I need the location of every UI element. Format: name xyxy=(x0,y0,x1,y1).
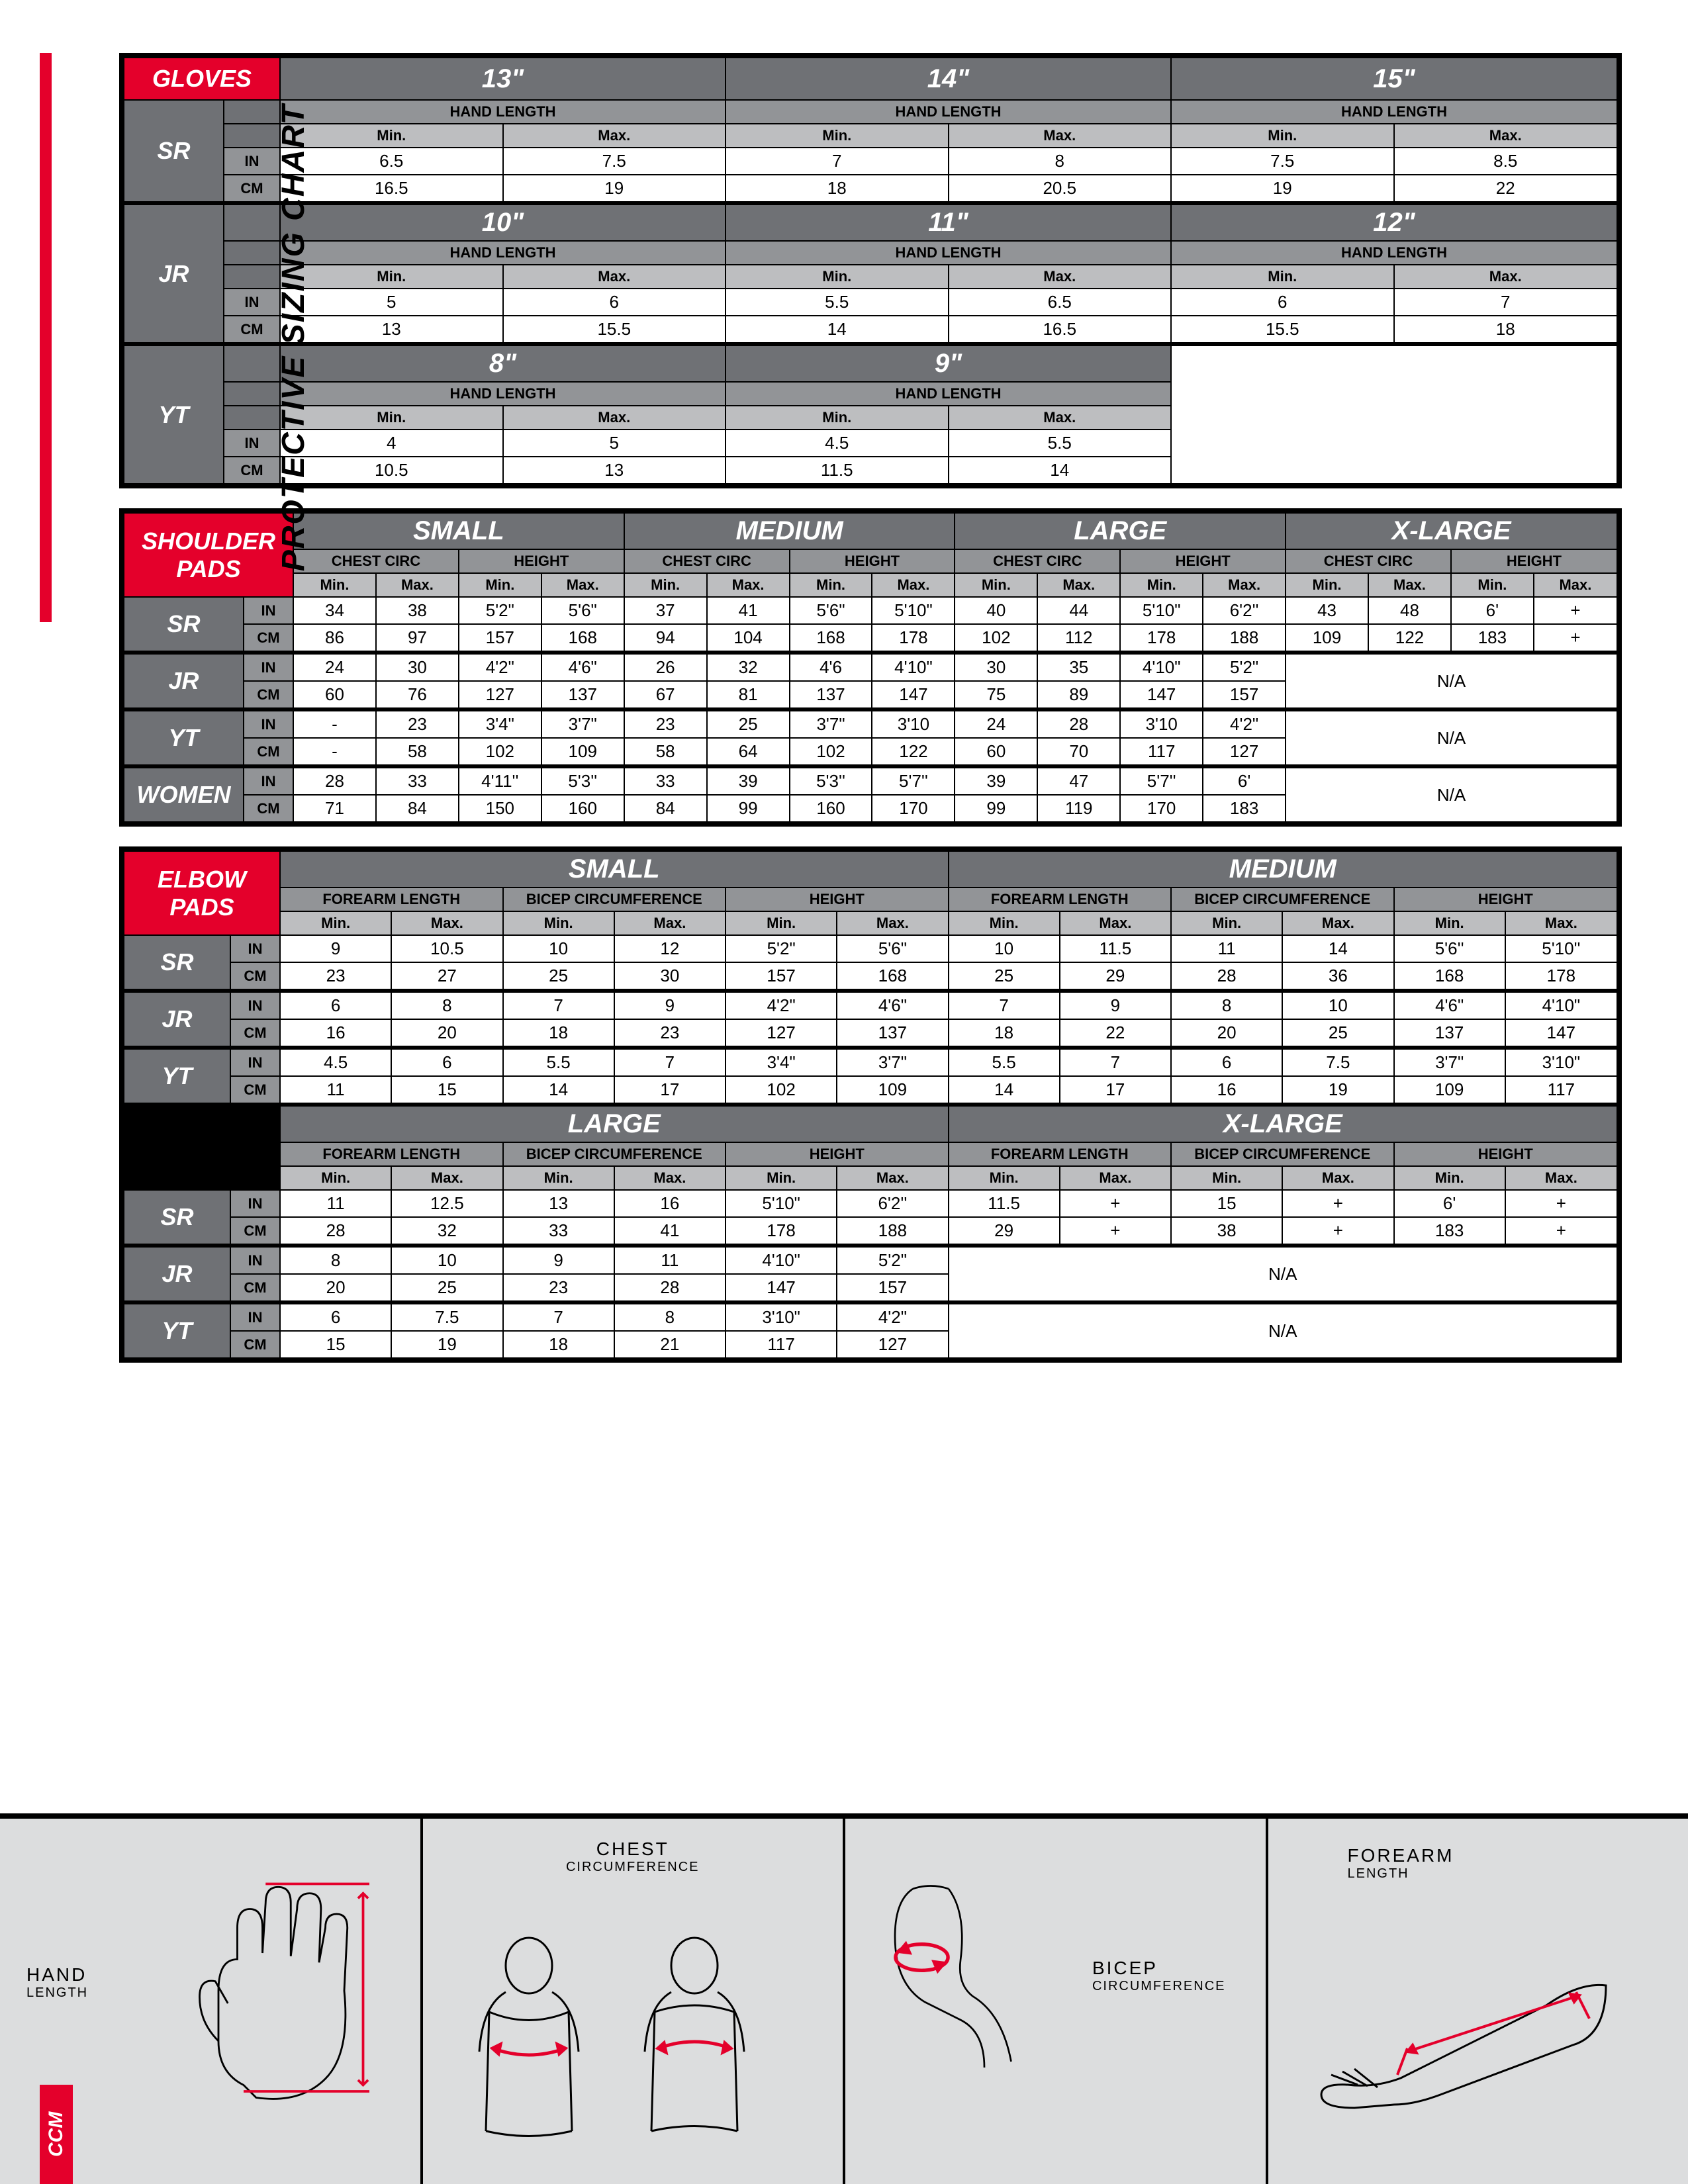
diagrams-strip: HANDLENGTH CHESTCIRCUMFERENCE BICEPC xyxy=(0,1813,1688,2184)
bicep-svg xyxy=(865,1852,1103,2116)
hand-svg xyxy=(156,1858,407,2123)
red-accent-bar xyxy=(40,53,52,622)
shoulder-cat-YT: YT xyxy=(124,709,244,766)
chest-svg xyxy=(449,1933,780,2164)
shoulder-title: SHOULDER PADS xyxy=(124,514,293,597)
brand-tag: CCM xyxy=(40,2085,73,2184)
diagram-forearm: FOREARMLENGTH xyxy=(1268,1819,1688,2184)
elbow-cat-SR: SR xyxy=(124,935,230,991)
shoulder-cat-SR: SR xyxy=(124,597,244,653)
elbow-cat-JR: JR xyxy=(124,1246,230,1302)
elbow-title: ELBOW PADS xyxy=(124,852,280,935)
page-title: PROTECTIVE SIZING CHART xyxy=(275,104,312,572)
elbow-cat-YT: YT xyxy=(124,1302,230,1357)
shoulder-cat-JR: JR xyxy=(124,653,244,709)
elbow-table: ELBOW PADSSMALLMEDIUMFOREARM LENGTHBICEP… xyxy=(124,852,1617,1357)
elbow-cat-JR: JR xyxy=(124,991,230,1048)
diagram-chest: CHESTCIRCUMFERENCE xyxy=(423,1819,846,2184)
forearm-svg xyxy=(1288,1946,1632,2144)
diagram-bicep: BICEPCIRCUMFERENCE xyxy=(845,1819,1268,2184)
gloves-cat-jr: JR xyxy=(124,203,224,344)
elbow-cat-YT: YT xyxy=(124,1048,230,1105)
gloves-cat-yt: YT xyxy=(124,344,224,483)
elbow-section: ELBOW PADSSMALLMEDIUMFOREARM LENGTHBICEP… xyxy=(119,846,1622,1363)
gloves-cat-sr: SR xyxy=(124,100,224,203)
vertical-title-bar: PROTECTIVE SIZING CHART xyxy=(40,53,99,1641)
hand-label: HAND xyxy=(26,1964,87,1985)
gloves-title: GLOVES xyxy=(124,58,280,100)
shoulder-section: SHOULDER PADSSMALLMEDIUMLARGEX-LARGECHES… xyxy=(119,508,1622,827)
gloves-table: GLOVES13"14"15"SRHAND LENGTHHAND LENGTHH… xyxy=(124,58,1617,483)
shoulder-table: SHOULDER PADSSMALLMEDIUMLARGEX-LARGECHES… xyxy=(124,514,1617,821)
chest-label: CHEST xyxy=(596,1839,669,1859)
shoulder-cat-WOMEN: WOMEN xyxy=(124,766,244,821)
elbow-cat-SR: SR xyxy=(124,1190,230,1246)
gloves-section: GLOVES13"14"15"SRHAND LENGTHHAND LENGTHH… xyxy=(119,53,1622,488)
forearm-label: FOREARM xyxy=(1348,1845,1454,1866)
